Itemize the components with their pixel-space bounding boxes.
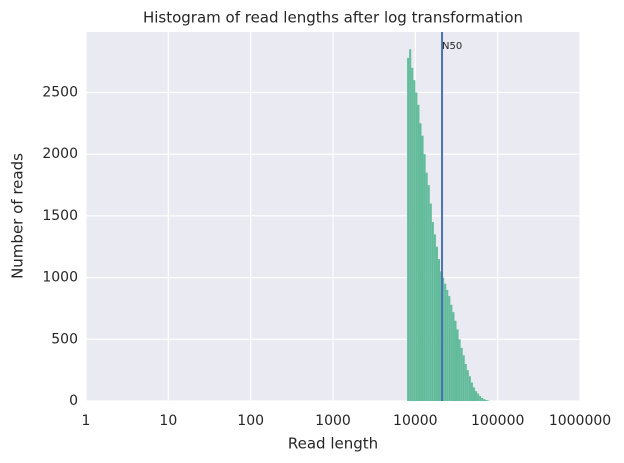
chart-title: Histogram of read lengths after log tran… [143, 9, 523, 27]
y-tick-label: 500 [51, 331, 78, 347]
bar [411, 67, 414, 401]
bar [462, 355, 465, 401]
bar [437, 259, 441, 401]
bar [433, 234, 436, 401]
x-axis-label: Read length [288, 435, 378, 453]
bar [481, 397, 484, 401]
x-tick-label: 10000 [393, 413, 438, 429]
x-tick-label: 100 [237, 413, 264, 429]
x-tick-label: 10 [159, 413, 177, 429]
bar [483, 399, 486, 401]
bar [446, 289, 449, 401]
bar [423, 154, 426, 401]
bar [407, 57, 410, 402]
bar [475, 391, 478, 401]
bar [427, 185, 430, 401]
bar [458, 339, 461, 401]
bar [460, 347, 463, 401]
bar [409, 49, 412, 402]
x-tick-label: 1000000 [549, 413, 611, 429]
bar [466, 370, 469, 401]
bar [421, 135, 424, 401]
bar [456, 329, 459, 401]
bar [415, 92, 418, 402]
bar [417, 104, 420, 401]
y-tick-label: 1000 [42, 270, 78, 286]
y-axis-label: Number of reads [9, 153, 27, 279]
x-tick-label: 100000 [471, 413, 524, 429]
bar [470, 382, 473, 401]
y-tick-label: 1500 [42, 208, 78, 224]
bar [419, 123, 422, 402]
n50-label: N50 [442, 41, 462, 52]
bar [454, 320, 457, 401]
bar [448, 296, 451, 401]
x-tick-label: 1000 [315, 413, 351, 429]
bar [450, 304, 453, 401]
bar [479, 396, 482, 401]
x-tick-label: 1 [82, 413, 91, 429]
y-tick-label: 0 [69, 393, 78, 409]
y-tick-label: 2500 [42, 84, 78, 100]
y-tick-label: 2000 [42, 146, 78, 162]
bar [452, 312, 455, 401]
bar [442, 277, 445, 401]
bar [429, 203, 432, 401]
bar [413, 80, 416, 401]
bar [444, 283, 447, 401]
bar [472, 387, 476, 401]
bar [464, 363, 467, 401]
bar [468, 376, 471, 401]
bar [485, 400, 488, 401]
bar [435, 246, 438, 401]
bar [477, 393, 480, 401]
bar [431, 222, 434, 401]
bar [425, 172, 428, 401]
